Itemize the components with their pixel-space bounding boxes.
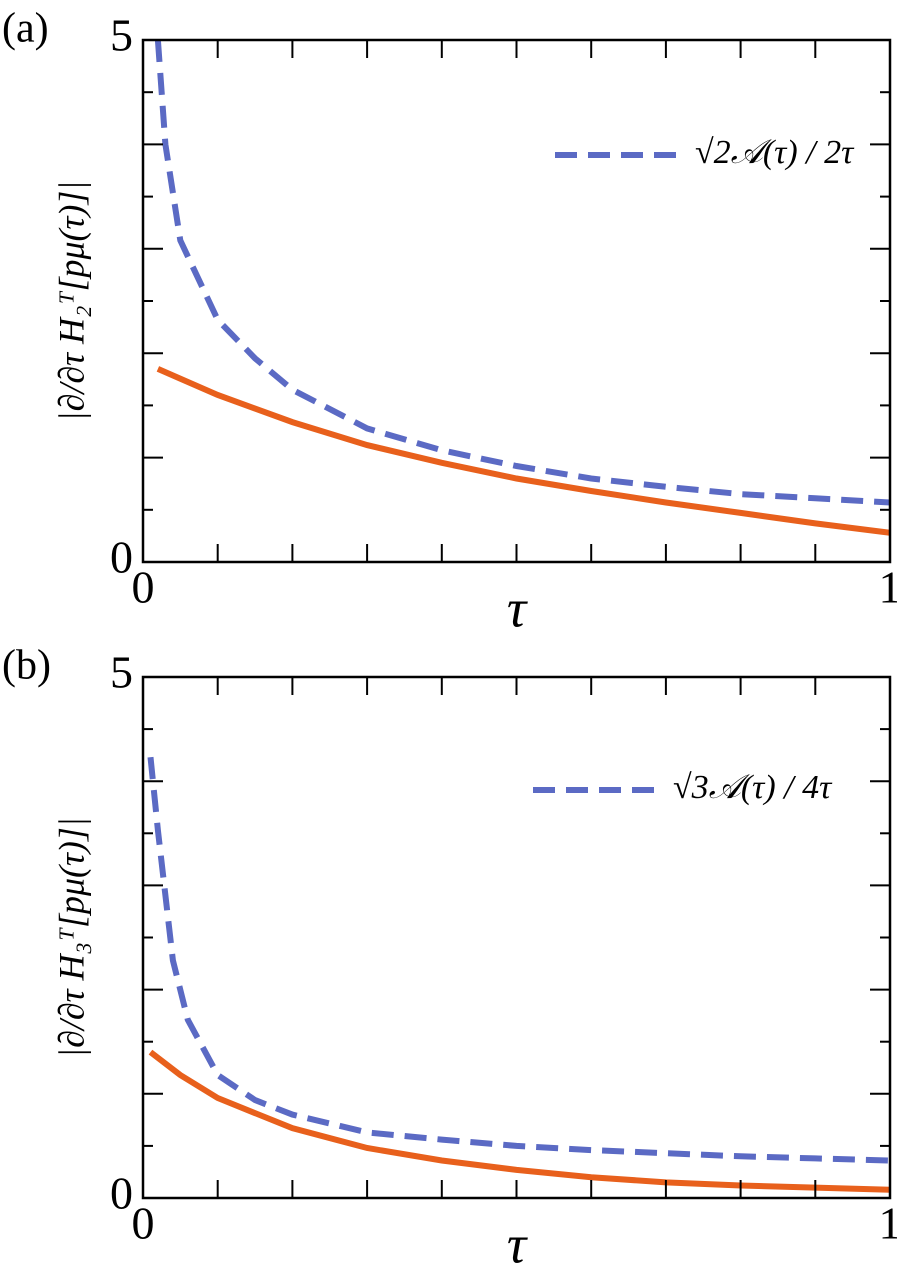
legend-label: √3𝒜(τ) / 4τ xyxy=(673,769,833,806)
panel-label: (a) xyxy=(2,6,49,52)
y-tick-label: 0 xyxy=(110,1168,133,1219)
y-tick-label: 5 xyxy=(110,647,133,698)
y-axis-label: |∂/∂τ H₂ᵀ[pμ(τ)]| xyxy=(51,181,91,422)
series-line xyxy=(154,39,890,506)
y-tick-label: 5 xyxy=(110,10,133,61)
x-tick-label: 1 xyxy=(879,1198,897,1249)
x-tick-label: 1 xyxy=(879,562,897,613)
legend-label: √2𝒜(τ) / 2τ xyxy=(695,134,855,171)
x-axis-label: τ xyxy=(507,1214,528,1274)
series-line xyxy=(148,1049,890,1193)
plot-frame xyxy=(141,675,892,1200)
y-tick-label: 0 xyxy=(110,532,133,583)
x-axis-label: τ xyxy=(507,578,528,638)
y-axis-label: |∂/∂τ H₃ᵀ[pμ(τ)]| xyxy=(51,817,91,1058)
x-tick-label: 0 xyxy=(132,562,155,613)
x-tick-label: 0 xyxy=(132,1198,155,1249)
series-line xyxy=(147,756,890,1164)
series-line xyxy=(156,366,890,536)
plot-frame xyxy=(141,38,892,564)
panel-label: (b) xyxy=(2,643,51,689)
